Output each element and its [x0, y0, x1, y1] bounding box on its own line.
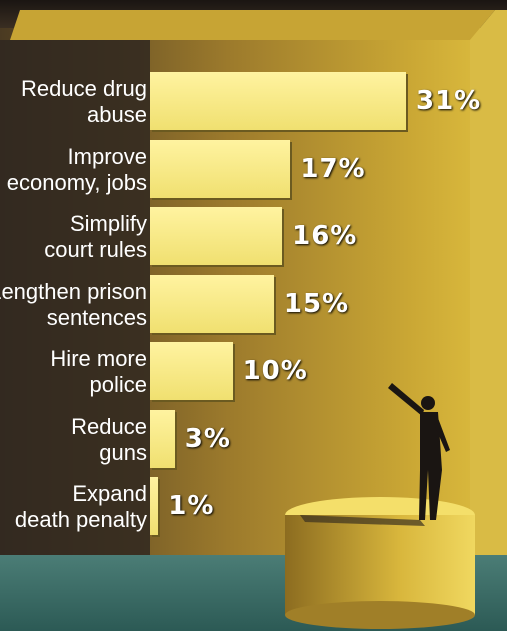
- bar-4: [150, 274, 274, 333]
- category-label-7: Expand death penalty: [0, 481, 147, 533]
- category-label-5: Hire more police: [0, 346, 147, 398]
- category-label-line: Hire more: [50, 346, 147, 371]
- category-label-line: Lengthen prison: [0, 278, 147, 304]
- category-label-line: guns: [99, 439, 147, 465]
- value-label-2: 17%: [300, 153, 366, 184]
- category-label-line: sentences: [46, 304, 147, 330]
- category-label-2: Improve economy, jobs: [0, 144, 147, 196]
- value-label-1: 31%: [416, 86, 482, 116]
- category-label-4: Lengthen prison sentences: [0, 279, 147, 331]
- pedestal-body: [285, 515, 475, 615]
- category-label-line: Simplify: [69, 211, 147, 236]
- right-pillar: [470, 10, 507, 560]
- bar-2: [150, 139, 291, 198]
- bar-6: [150, 409, 175, 468]
- category-label-line: Reduce: [71, 413, 147, 439]
- figure-pointing: [388, 383, 450, 520]
- category-label-line: economy, jobs: [6, 169, 147, 195]
- category-label-line: Reduce drug: [21, 76, 147, 101]
- value-label-4: 15%: [283, 288, 350, 319]
- value-label-7: 1%: [168, 491, 215, 521]
- category-label-line: court rules: [44, 237, 147, 262]
- value-label-3: 16%: [292, 221, 358, 251]
- category-label-6: Reduce guns: [0, 414, 147, 466]
- value-label-6: 3%: [184, 423, 231, 454]
- category-label-line: Improve: [67, 143, 147, 169]
- category-label-line: police: [89, 372, 147, 397]
- figure-shadow: [300, 515, 425, 526]
- category-label-line: Expand: [72, 481, 147, 506]
- category-label-line: abuse: [87, 102, 147, 127]
- category-label-line: death penalty: [14, 507, 147, 532]
- bar-7: [150, 477, 159, 535]
- bar-5: [150, 342, 233, 400]
- bar-1: [150, 72, 406, 130]
- top-ledge: [10, 10, 495, 40]
- category-label-3: Simplify court rules: [0, 211, 147, 263]
- category-label-1: Reduce drug abuse: [0, 76, 147, 128]
- pedestal-bottom: [285, 601, 475, 629]
- bar-3: [150, 207, 283, 265]
- left-wall-shadow: [0, 40, 150, 560]
- value-label-5: 10%: [242, 356, 308, 386]
